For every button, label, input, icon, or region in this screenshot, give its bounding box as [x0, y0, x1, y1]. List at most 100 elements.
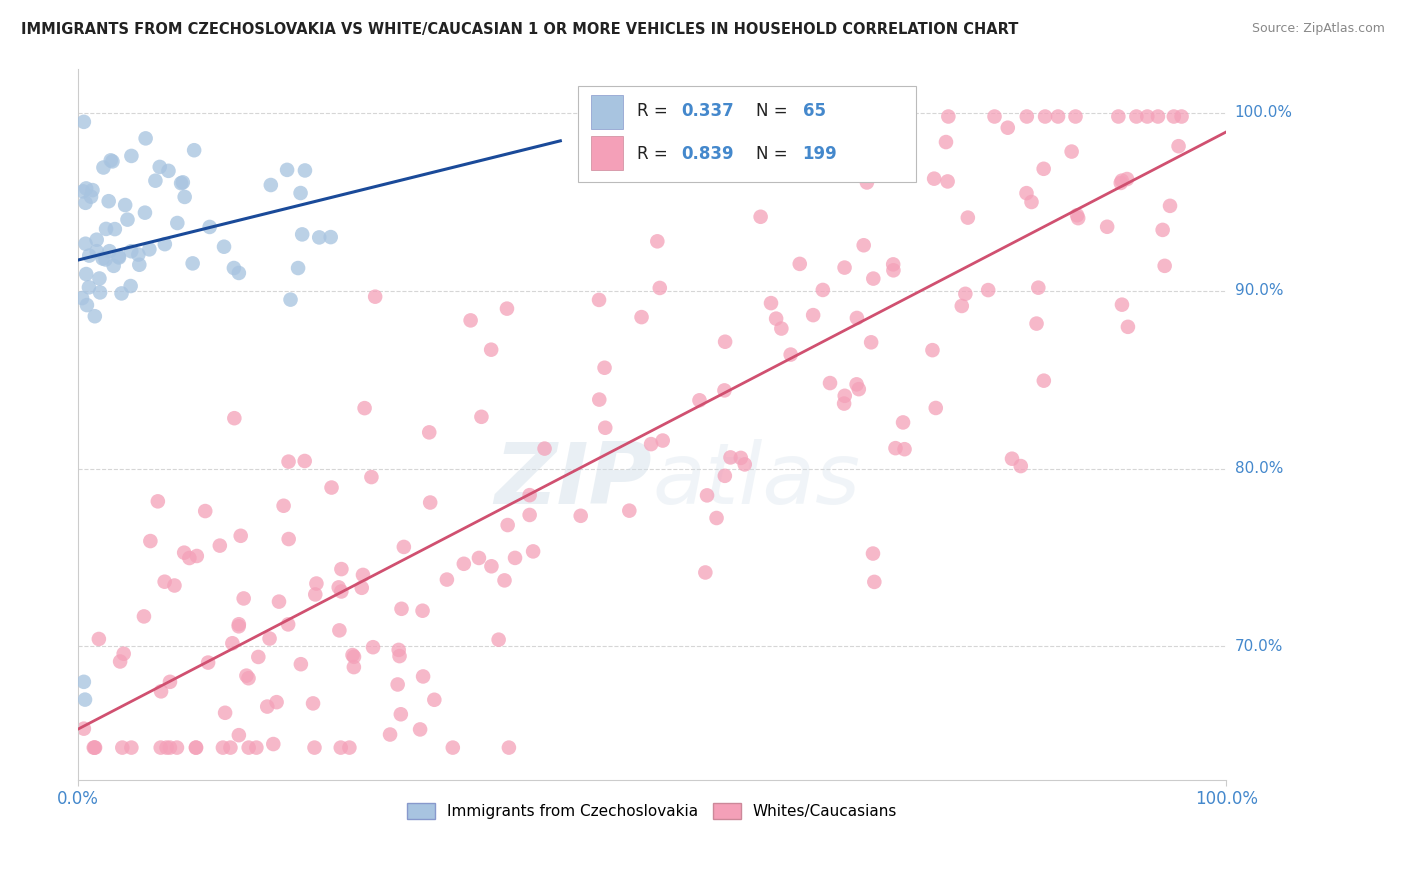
- Point: [498, 740, 520, 755]
- Point: [593, 360, 616, 375]
- Point: [893, 442, 915, 457]
- Point: [153, 574, 176, 589]
- Point: [1153, 259, 1175, 273]
- Text: N =: N =: [755, 145, 793, 163]
- Point: [651, 434, 673, 448]
- Point: [353, 401, 375, 416]
- Point: [94, 252, 117, 267]
- Point: [714, 468, 737, 483]
- Point: [1116, 319, 1139, 334]
- Point: [267, 594, 290, 608]
- Point: [89, 285, 111, 300]
- Text: R =: R =: [637, 145, 673, 163]
- Point: [695, 566, 717, 580]
- Point: [388, 643, 411, 657]
- Point: [1001, 451, 1024, 466]
- Point: [82, 183, 104, 197]
- Point: [194, 504, 217, 518]
- Point: [173, 546, 195, 560]
- Point: [436, 573, 458, 587]
- Point: [811, 283, 834, 297]
- Point: [159, 740, 181, 755]
- Bar: [592, 136, 623, 170]
- Point: [232, 591, 254, 606]
- Point: [84, 740, 107, 755]
- Point: [863, 574, 886, 589]
- Point: [86, 244, 108, 259]
- Point: [350, 581, 373, 595]
- Point: [1159, 199, 1181, 213]
- Point: [1111, 298, 1133, 312]
- Point: [101, 154, 124, 169]
- Point: [197, 656, 219, 670]
- Point: [72, 185, 94, 199]
- Point: [107, 250, 129, 264]
- Point: [710, 110, 733, 124]
- Point: [1152, 223, 1174, 237]
- Point: [98, 244, 121, 259]
- Point: [104, 222, 127, 236]
- Point: [845, 310, 868, 325]
- Point: [1032, 374, 1054, 388]
- Point: [418, 425, 440, 440]
- Point: [157, 164, 180, 178]
- Point: [273, 499, 295, 513]
- Point: [720, 450, 742, 465]
- Point: [519, 488, 541, 502]
- Point: [389, 707, 412, 722]
- Point: [391, 602, 413, 616]
- Point: [648, 281, 671, 295]
- Point: [388, 649, 411, 664]
- Point: [77, 249, 100, 263]
- Point: [150, 684, 173, 698]
- Point: [173, 190, 195, 204]
- Point: [277, 455, 299, 469]
- Point: [149, 160, 172, 174]
- Point: [749, 210, 772, 224]
- Point: [453, 557, 475, 571]
- Point: [134, 205, 156, 219]
- Text: 100.0%: 100.0%: [1234, 105, 1292, 120]
- Point: [936, 174, 959, 188]
- Point: [647, 235, 669, 249]
- Point: [276, 162, 298, 177]
- Point: [503, 550, 526, 565]
- Point: [120, 244, 142, 259]
- Point: [108, 251, 131, 265]
- Point: [361, 640, 384, 655]
- Point: [135, 131, 157, 145]
- Point: [1060, 145, 1083, 159]
- Point: [228, 266, 250, 280]
- Point: [76, 298, 98, 312]
- Point: [1167, 139, 1189, 153]
- Point: [111, 740, 134, 755]
- Point: [86, 233, 108, 247]
- Point: [1025, 317, 1047, 331]
- Point: [75, 236, 97, 251]
- Point: [1147, 110, 1170, 124]
- Point: [519, 508, 541, 522]
- Point: [247, 649, 270, 664]
- Point: [593, 421, 616, 435]
- Point: [935, 135, 957, 149]
- Point: [291, 227, 314, 242]
- Point: [259, 632, 281, 646]
- Point: [228, 617, 250, 632]
- Point: [103, 259, 125, 273]
- Point: [138, 243, 160, 257]
- Point: [128, 258, 150, 272]
- Point: [569, 508, 592, 523]
- Point: [179, 551, 201, 566]
- Point: [73, 692, 96, 706]
- Point: [1010, 459, 1032, 474]
- Point: [789, 257, 811, 271]
- Point: [1107, 110, 1129, 124]
- Point: [308, 230, 330, 244]
- Point: [734, 458, 756, 472]
- Point: [110, 286, 132, 301]
- Point: [91, 252, 114, 266]
- Point: [1015, 110, 1038, 124]
- Text: N =: N =: [755, 103, 793, 120]
- Point: [423, 692, 446, 706]
- Point: [319, 230, 342, 244]
